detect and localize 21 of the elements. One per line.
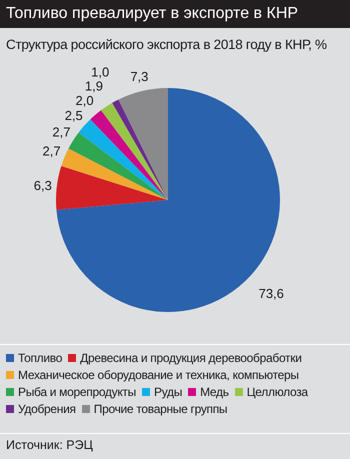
legend-label: Руды [154, 385, 182, 399]
data-label: 2,7 [42, 143, 61, 158]
legend-label: Древесина и продукция деревообработки [80, 351, 302, 365]
chart-title: Топливо превалирует в экспорте в КНР [0, 0, 350, 28]
data-label: 2,7 [52, 124, 70, 140]
data-label: 6,3 [34, 178, 52, 193]
legend-label: Механическое оборудование и техника, компьютеры [18, 368, 299, 382]
data-label: 73,6 [258, 286, 284, 302]
legend-label: Топливо [18, 351, 62, 365]
data-label: 1,9 [84, 78, 103, 94]
data-label: 2,0 [75, 93, 94, 108]
legend-label: Медь [200, 385, 229, 399]
legend-label: Рыба и морепродукты [18, 385, 136, 399]
legend-label: Удобрения [18, 402, 76, 416]
legend-label: Целлюлоза [246, 385, 308, 399]
data-label: 1,0 [91, 64, 110, 80]
data-label: 2,5 [64, 108, 83, 123]
data-label: 7,3 [130, 68, 148, 84]
chart-subtitle: Структура российского экспорта в 2018 году в КНР, % [5, 36, 328, 52]
legend-label: Прочие товарные группы [94, 402, 228, 416]
text: Источник: РЭЦ [6, 438, 94, 452]
